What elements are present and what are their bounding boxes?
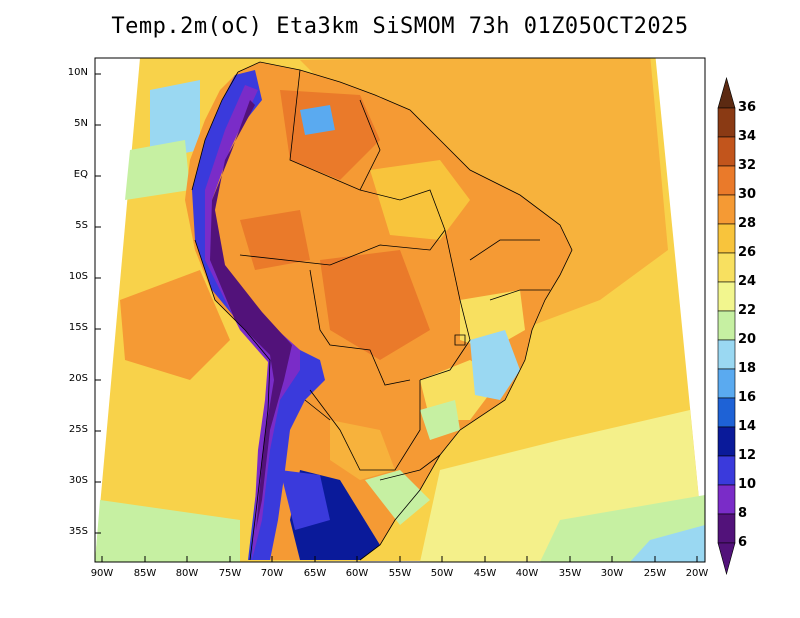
pacific-orange-patch [120,270,230,380]
y-label: 5N [74,118,88,129]
boundaries [191,61,573,561]
pacific-cool-nw [150,80,200,160]
interior-yellow [370,160,470,240]
colorbar-label: 30 [738,187,757,202]
y-ticks [95,73,101,534]
map-title: Temp.2m(oC) Eta3km SiSMOM 73h 01Z05OCT20… [111,14,689,39]
x-label: 65W [303,568,327,579]
colorbar-label: 26 [738,245,757,260]
colorbar [717,76,736,576]
x-ticks [101,556,698,562]
x-label: 30W [600,568,624,579]
colorbar-label: 28 [738,216,757,231]
y-label: 5S [75,220,88,231]
y-label: 15S [68,322,88,333]
x-label: 75W [218,568,242,579]
colorbar-label: 20 [738,332,757,347]
colorbar-label: 22 [738,303,757,318]
ocean-cooler-south [95,500,240,562]
colorbar-label: 32 [738,158,757,173]
colorbar-label: 34 [738,129,757,144]
x-label: 60W [345,568,369,579]
colorbar-label: 6 [738,535,748,550]
colorbar-label: 8 [738,506,748,521]
y-label: 25S [68,424,88,435]
colorbar-label: 14 [738,419,757,434]
y-label: EQ [73,169,88,180]
colorbar-label: 10 [738,477,757,492]
interior-hot-2 [320,250,430,360]
colorbar-label: 16 [738,390,757,405]
x-label: 80W [175,568,199,579]
x-label: 20W [685,568,709,579]
colorbar-label: 12 [738,448,757,463]
colorbar-label: 18 [738,361,757,376]
x-label: 90W [90,568,114,579]
colorbar-label: 36 [738,100,757,115]
colorbar-label: 24 [738,274,757,289]
y-label: 10S [68,271,88,282]
x-label: 85W [133,568,157,579]
y-label: 35S [68,526,88,537]
y-label: 20S [68,373,88,384]
y-label: 10N [67,67,88,78]
x-label: 25W [643,568,667,579]
x-label: 35W [558,568,582,579]
x-label: 55W [388,568,412,579]
x-label: 50W [430,568,454,579]
se-highlands [470,330,520,400]
y-label: 30S [68,475,88,486]
x-label: 70W [260,568,284,579]
x-label: 45W [473,568,497,579]
map-field [95,58,705,562]
x-label: 40W [515,568,539,579]
